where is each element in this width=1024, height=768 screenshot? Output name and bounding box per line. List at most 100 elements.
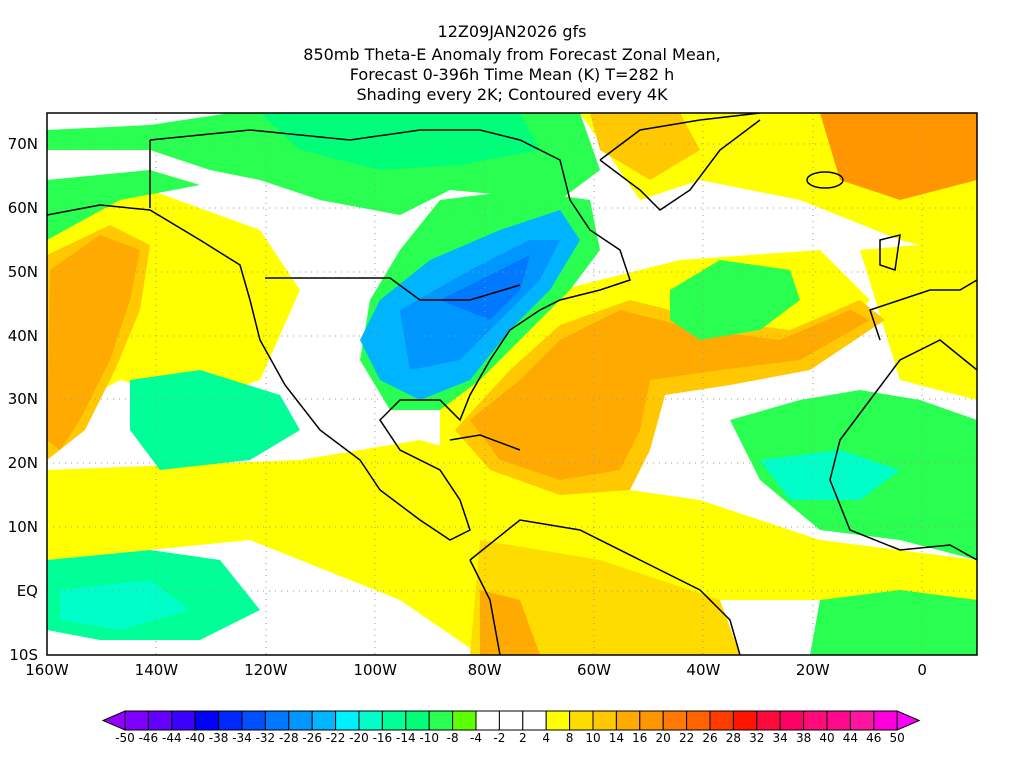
coastline-south-america [469, 519, 741, 655]
shading-yellow [470, 540, 740, 655]
colorbar-label: -38 [208, 731, 229, 745]
colorbar-swatch [381, 710, 407, 731]
colorbar-swatch [171, 710, 196, 731]
shading-orange [47, 235, 140, 450]
lon-tick-label: 160W [25, 661, 69, 679]
colorbar-label: -20 [349, 731, 369, 745]
colorbar-label: -26 [302, 731, 322, 745]
colorbar-swatch [592, 710, 617, 731]
coastlines [47, 113, 977, 655]
colorbar-swatch [405, 710, 430, 731]
shading-green [130, 370, 300, 470]
lat-tick-label: 10S [9, 646, 38, 664]
coastline-europe [869, 279, 977, 341]
colorbar-label: -4 [470, 731, 482, 745]
lat-tick-label: 60N [7, 198, 38, 217]
colorbar-swatch [428, 710, 454, 731]
title-line-3: Forecast 0-396h Time Mean (K) T=282 h [349, 65, 675, 84]
lon-tick-label: 60W [577, 661, 611, 679]
lon-tick-label: 140W [134, 661, 179, 679]
shading-orange [470, 310, 870, 480]
coastline-greenland [599, 113, 761, 211]
lon-tick-label: 40W [686, 661, 721, 679]
colorbar-swatch [452, 710, 477, 731]
colorbar-label: 8 [565, 731, 574, 745]
colorbar-swatch [218, 710, 243, 731]
colorbar-label: -14 [395, 731, 416, 745]
colorbar-swatch [756, 710, 781, 731]
colorbar-label: -22 [325, 731, 346, 745]
colorbar-label: 10 [585, 731, 601, 745]
colorbar-swatch [826, 710, 851, 731]
lon-tick-label: 120W [244, 661, 288, 679]
colorbar-label: 50 [889, 731, 905, 745]
lon-tick-label: 80W [467, 661, 502, 679]
colorbar-swatch [194, 710, 220, 731]
colorbar-label: 14 [608, 731, 625, 745]
colorbar-swatch [288, 710, 313, 731]
colorbar-swatch [779, 710, 805, 731]
shading-orange [590, 113, 700, 180]
shading-green [810, 590, 977, 655]
colorbar-swatch [522, 710, 547, 731]
shading-field [47, 113, 977, 655]
lon-tick-label: 0 [917, 661, 927, 679]
colorbar-label: 34 [772, 731, 788, 745]
colorbar-swatch [686, 710, 711, 731]
colorbar-label: 4 [542, 731, 551, 745]
grid-lines [47, 113, 977, 655]
plot-frame [46, 112, 978, 656]
colorbar-swatch [849, 710, 875, 731]
shading-green [260, 113, 540, 170]
colorbar-label: -2 [493, 731, 506, 745]
colorbar-swatch [498, 710, 524, 731]
colorbar-label: 38 [795, 731, 812, 745]
colorbar-swatch [662, 710, 688, 731]
colorbar-label: -44 [161, 731, 182, 745]
coastline-iceland [806, 171, 844, 189]
colorbar-label: -16 [372, 731, 393, 745]
colorbar-swatch [358, 710, 383, 731]
shading-yellow [860, 240, 977, 400]
colorbar-label: -46 [138, 731, 159, 745]
colorbar-label: 44 [842, 731, 859, 745]
coastline-cuba [449, 434, 521, 451]
title-line-1: 12Z09JAN2026 gfs [437, 22, 587, 41]
lon-tick-label: 20W [795, 661, 830, 679]
lat-tick-label: EQ [16, 582, 38, 601]
shading-green [60, 580, 190, 630]
colorbar-swatch [873, 710, 898, 731]
colorbar-swatch [709, 710, 734, 731]
shading-green [760, 450, 900, 500]
lat-tick-label: 50N [7, 262, 38, 281]
colorbar-label: 46 [866, 731, 882, 745]
colorbar-swatch [335, 710, 360, 731]
colorbar-swatch [615, 710, 641, 731]
colorbar-swatch [569, 710, 594, 731]
colorbar-label: -28 [278, 731, 299, 745]
border-us-canada [265, 277, 521, 301]
colorbar-swatch [264, 710, 290, 731]
shading-green [47, 170, 200, 240]
colorbar-label: -40 [185, 731, 205, 745]
coastline-uk [879, 234, 901, 271]
colorbar-swatch [639, 710, 664, 731]
colorbar-swatch [124, 710, 149, 731]
shading-orange [820, 113, 977, 200]
colorbar-label: 26 [702, 731, 718, 745]
title-line-2: 850mb Theta-E Anomaly from Forecast Zona… [303, 45, 721, 64]
colorbar-label: -10 [419, 731, 439, 745]
colorbar-swatch [147, 710, 173, 731]
colorbar-label: -8 [446, 731, 459, 745]
shading-orange [480, 590, 540, 655]
colorbar-label: 16 [632, 731, 648, 745]
lat-tick-label: 30N [7, 390, 38, 409]
colorbar-swatch [475, 710, 500, 731]
lat-tick-label: 70N [7, 134, 38, 153]
coastline-africa [829, 339, 977, 561]
coastline-north-america [47, 129, 631, 541]
colorbar-label: 40 [819, 731, 835, 745]
colorbar-swatch [311, 710, 337, 731]
colorbar-swatch [241, 710, 266, 731]
